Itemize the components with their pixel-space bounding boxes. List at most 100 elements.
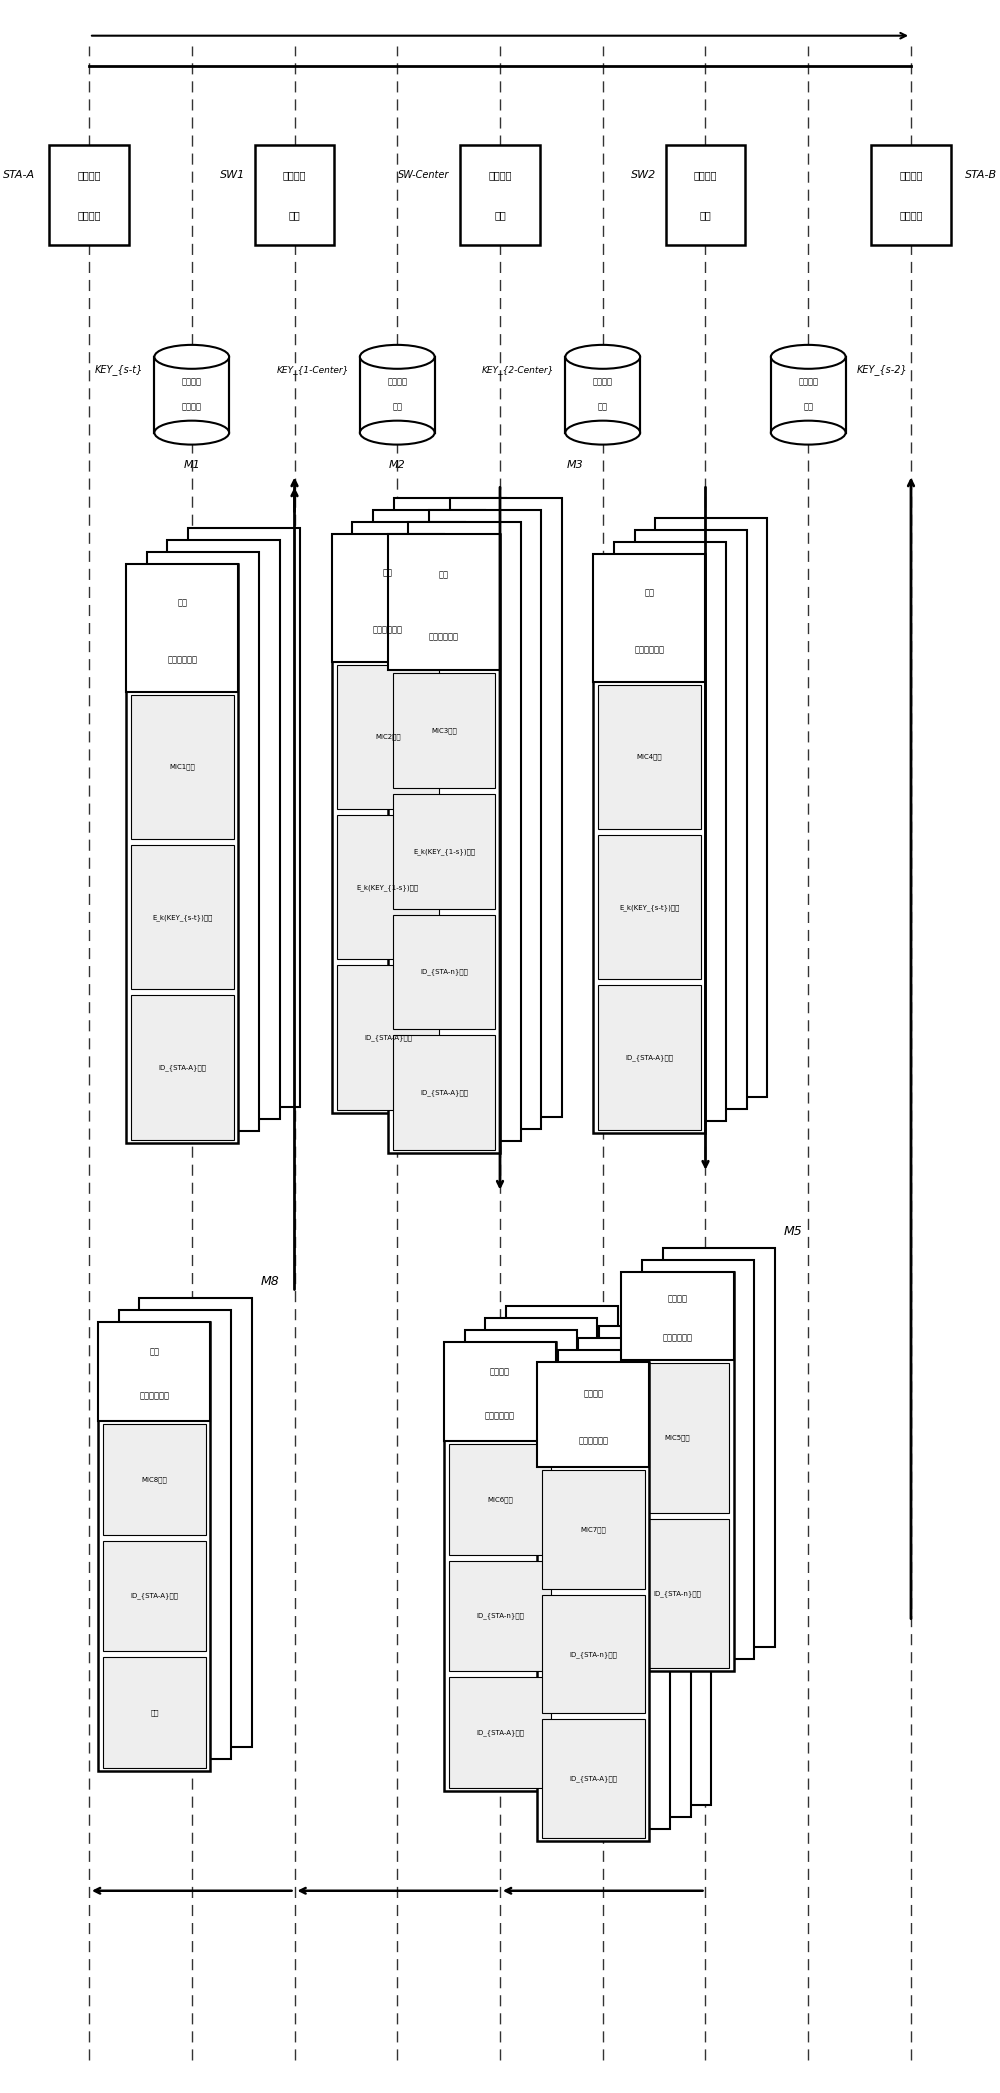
Ellipse shape [154,345,229,368]
Text: MIC1字段: MIC1字段 [170,764,195,770]
Text: MIC8字段: MIC8字段 [142,1476,167,1482]
Ellipse shape [771,345,846,368]
Polygon shape [126,565,238,1143]
Text: 第二前置通告: 第二前置通告 [373,626,403,634]
FancyBboxPatch shape [460,144,540,245]
Text: KEY_{s-t}: KEY_{s-t} [95,364,143,375]
Text: E_k(KEY_{1-s})字段: E_k(KEY_{1-s})字段 [413,848,475,854]
Ellipse shape [771,421,846,444]
Text: MIC7字段: MIC7字段 [581,1526,606,1532]
Polygon shape [393,674,495,787]
Text: ID_{STA-A}字段: ID_{STA-A}字段 [364,1034,412,1040]
Text: ID_{STA-n}字段: ID_{STA-n}字段 [569,1651,617,1658]
Polygon shape [593,555,705,1132]
Text: ID_{STA-n}字段: ID_{STA-n}字段 [654,1591,701,1597]
Polygon shape [449,1561,551,1672]
Text: 终端设备: 终端设备 [899,209,923,220]
Polygon shape [393,915,495,1030]
Text: 密钥: 密钥 [392,402,402,412]
Text: M1: M1 [183,460,200,469]
Polygon shape [131,695,234,839]
Polygon shape [444,1342,556,1440]
Polygon shape [139,1298,252,1748]
Polygon shape [621,1273,734,1360]
Text: STA-B: STA-B [965,170,997,180]
Ellipse shape [360,345,435,368]
Polygon shape [352,523,465,1101]
Text: 设备: 设备 [700,209,711,220]
Text: E_k(KEY_{1-s})字段: E_k(KEY_{1-s})字段 [357,883,419,892]
Text: M7: M7 [720,1304,739,1316]
Polygon shape [450,498,562,1118]
Polygon shape [337,814,439,959]
Text: 设备: 设备 [289,209,300,220]
Text: ID_{STA-A}字段: ID_{STA-A}字段 [158,1063,206,1072]
Text: E_k(KEY_{s-t})字段: E_k(KEY_{s-t})字段 [152,915,213,921]
Polygon shape [373,511,485,1088]
Text: E_k(KEY_{s-t})字段: E_k(KEY_{s-t})字段 [619,904,680,910]
Polygon shape [537,1363,649,1842]
Text: 第四前置通告: 第四前置通告 [634,645,664,655]
Polygon shape [537,1363,649,1467]
Polygon shape [449,1444,551,1555]
Polygon shape [337,965,439,1109]
Polygon shape [599,1327,711,1804]
Polygon shape [388,534,500,1153]
Text: MIC3字段: MIC3字段 [431,728,457,735]
Text: SW-Center: SW-Center [398,170,449,180]
Text: 回到先关: 回到先关 [182,377,202,387]
Polygon shape [103,1540,206,1651]
Text: M2: M2 [389,460,406,469]
Polygon shape [429,511,541,1128]
Polygon shape [598,684,701,829]
Ellipse shape [565,421,640,444]
Text: 核心路由: 核心路由 [488,170,512,180]
Polygon shape [558,1350,670,1829]
Text: KEY_{s-2}: KEY_{s-2} [857,364,908,375]
Polygon shape [449,1676,551,1787]
Text: 分组: 分组 [383,567,393,578]
Text: 密钥: 密钥 [803,402,813,412]
Text: M6: M6 [627,1283,646,1296]
Polygon shape [578,1337,691,1817]
Polygon shape [98,1323,210,1771]
Text: 回复通告报文: 回复通告报文 [662,1333,692,1344]
Polygon shape [663,1247,775,1647]
Text: 确定安装: 确定安装 [490,1367,510,1377]
Ellipse shape [154,421,229,444]
Text: 第四先关: 第四先关 [798,377,818,387]
Text: 确定安装: 确定安装 [667,1293,687,1304]
Text: SW2: SW2 [631,170,656,180]
Text: 分组: 分组 [439,571,449,580]
Text: ID_{STA-n}字段: ID_{STA-n}字段 [420,969,468,975]
Text: 第二业务: 第二业务 [899,170,923,180]
Polygon shape [131,996,234,1141]
Text: 设备: 设备 [494,209,506,220]
Text: SW1: SW1 [220,170,245,180]
Text: 第二路由: 第二路由 [694,170,717,180]
Polygon shape [332,534,444,1113]
Polygon shape [131,846,234,990]
Text: STA-A: STA-A [3,170,35,180]
Polygon shape [167,540,280,1120]
Text: 第一路由: 第一路由 [283,170,306,180]
FancyBboxPatch shape [871,144,951,245]
Polygon shape [126,565,238,691]
Polygon shape [485,1319,597,1766]
Polygon shape [542,1720,645,1838]
Bar [154,356,229,433]
Polygon shape [408,523,521,1141]
Polygon shape [147,553,259,1130]
Text: MIC6字段: MIC6字段 [487,1496,513,1503]
Polygon shape [506,1306,618,1756]
Polygon shape [444,1342,556,1792]
Ellipse shape [360,421,435,444]
Polygon shape [593,555,705,682]
Polygon shape [626,1520,729,1668]
Polygon shape [388,534,500,670]
Polygon shape [188,527,300,1107]
Polygon shape [332,534,444,661]
Text: ID_{STA-A}字段: ID_{STA-A}字段 [476,1729,524,1735]
Text: M3: M3 [566,460,583,469]
Polygon shape [655,519,767,1097]
